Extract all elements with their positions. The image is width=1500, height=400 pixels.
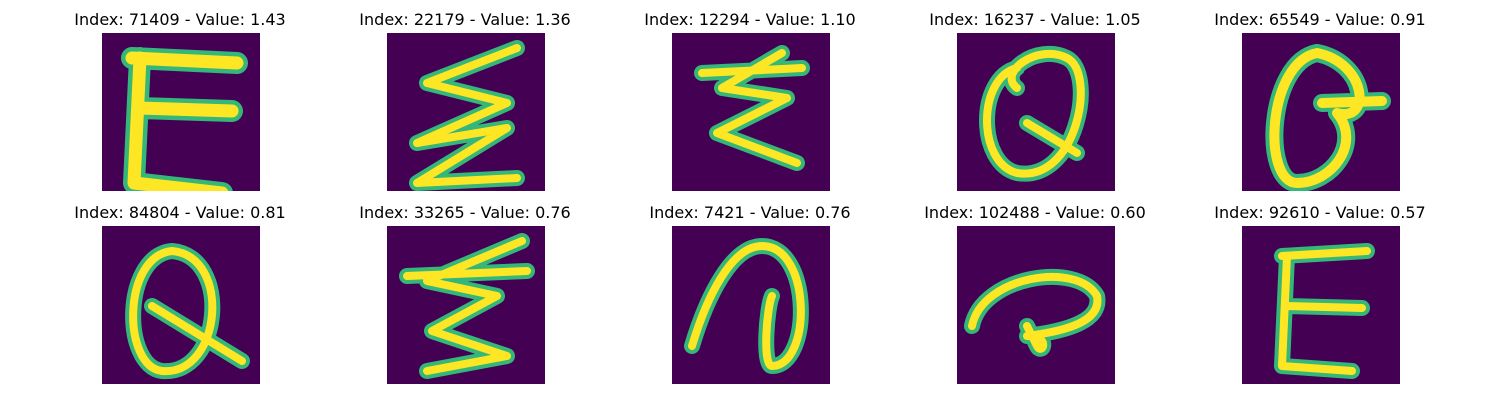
cell-title: Index: 16237 - Value: 1.05	[929, 10, 1141, 29]
cell-image	[672, 226, 830, 384]
cell-title: Index: 92610 - Value: 0.57	[1214, 203, 1426, 222]
cell-title: Index: 102488 - Value: 0.60	[924, 203, 1146, 222]
cell-title: Index: 12294 - Value: 1.10	[644, 10, 856, 29]
cell-image	[102, 33, 260, 191]
cell-title: Index: 22179 - Value: 1.36	[359, 10, 571, 29]
cell-image	[957, 33, 1115, 191]
cell-title: Index: 84804 - Value: 0.81	[74, 203, 286, 222]
cell-title: Index: 33265 - Value: 0.76	[359, 203, 571, 222]
cell-title: Index: 71409 - Value: 1.43	[74, 10, 286, 29]
cell-image	[957, 226, 1115, 384]
cell-image	[102, 226, 260, 384]
cell-title: Index: 7421 - Value: 0.76	[649, 203, 851, 222]
cell-title: Index: 65549 - Value: 0.91	[1214, 10, 1426, 29]
cell-image	[1242, 226, 1400, 384]
cell-image	[672, 33, 830, 191]
cell-image	[387, 33, 545, 191]
cell-image	[1242, 33, 1400, 191]
cell-image	[387, 226, 545, 384]
